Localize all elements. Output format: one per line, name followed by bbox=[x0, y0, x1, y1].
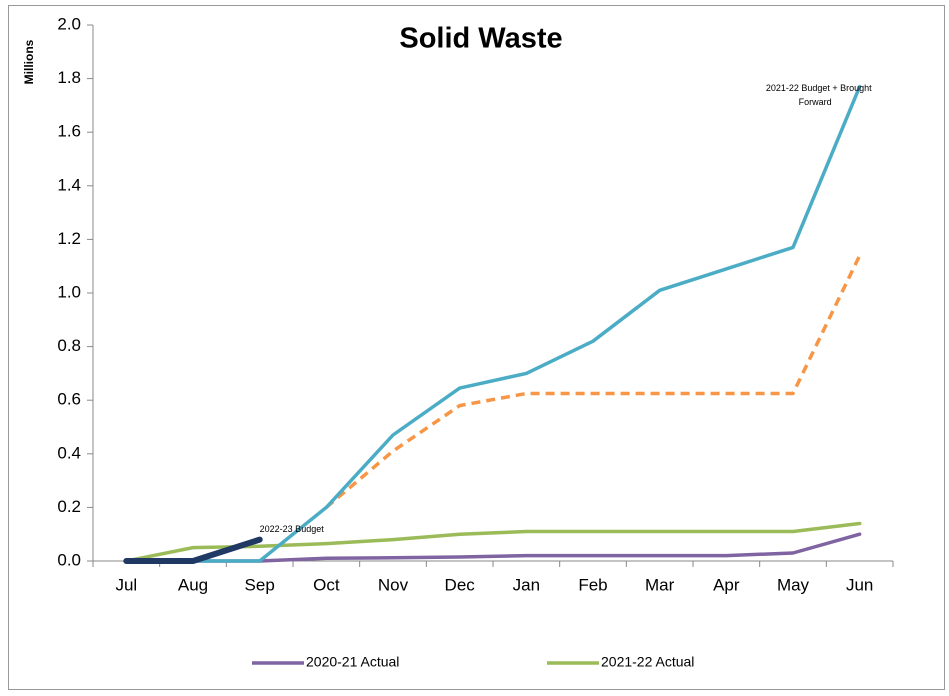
x-tick-label: Apr bbox=[713, 575, 740, 594]
x-tick-label: Dec bbox=[445, 575, 476, 594]
legend-label: 2021-22 Actual bbox=[601, 654, 694, 670]
x-tick-label: May bbox=[777, 575, 810, 594]
y-tick-label: 0.0 bbox=[57, 550, 81, 569]
y-tick-label: 1.2 bbox=[57, 229, 81, 248]
series-annotation: Forward bbox=[799, 97, 832, 107]
x-tick-label: Mar bbox=[645, 575, 675, 594]
y-tick-label: 0.8 bbox=[57, 336, 81, 355]
series-annotation: 2022-23 Budget bbox=[260, 524, 325, 534]
y-tick-label: 1.0 bbox=[57, 282, 81, 301]
series-line bbox=[325, 254, 862, 509]
y-tick-label: 0.6 bbox=[57, 390, 81, 409]
series-line bbox=[123, 536, 263, 564]
x-tick-label: Sep bbox=[245, 575, 275, 594]
x-tick-label: Nov bbox=[378, 575, 409, 594]
x-tick-label: Jul bbox=[115, 575, 137, 594]
chart-frame bbox=[8, 5, 945, 690]
x-tick-label: Oct bbox=[313, 575, 340, 594]
y-axis-label: Millions bbox=[22, 39, 36, 84]
chart-title: Solid Waste bbox=[399, 23, 562, 55]
x-tick-label: Feb bbox=[578, 575, 607, 594]
y-tick-label: 0.2 bbox=[57, 497, 81, 516]
x-tick-label: Jan bbox=[513, 575, 540, 594]
series-line bbox=[124, 84, 862, 563]
y-tick-label: 1.6 bbox=[57, 122, 81, 141]
legend-label: 2020-21 Actual bbox=[306, 654, 399, 670]
series-annotation: 2021-22 Budget + Brought bbox=[766, 83, 872, 93]
x-tick-label: Aug bbox=[178, 575, 208, 594]
y-tick-label: 1.4 bbox=[57, 175, 81, 194]
y-tick-label: 0.4 bbox=[57, 443, 81, 462]
series-line bbox=[124, 521, 862, 563]
x-tick-label: Jun bbox=[846, 575, 873, 594]
y-tick-label: 2.0 bbox=[57, 14, 81, 33]
y-tick-label: 1.8 bbox=[57, 68, 81, 87]
